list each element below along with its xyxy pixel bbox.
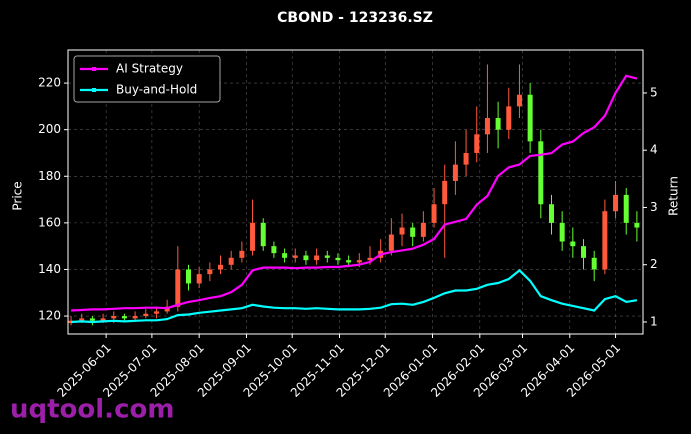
candle-body xyxy=(634,222,640,228)
candle-body xyxy=(100,318,106,321)
y2-axis-label: Return xyxy=(667,176,681,216)
watermark: uqtool.com xyxy=(10,395,174,425)
candle-body xyxy=(527,94,533,142)
candle-body xyxy=(239,250,245,258)
candle-body xyxy=(207,269,213,275)
y-axis-label: Price xyxy=(11,181,25,210)
candle-body xyxy=(68,320,74,324)
candle-body xyxy=(613,194,619,212)
candle-body xyxy=(452,164,458,181)
candle-body xyxy=(506,106,512,130)
candle-body xyxy=(111,316,117,319)
candle-body xyxy=(538,141,544,205)
candle-body xyxy=(367,257,373,261)
candle-body xyxy=(570,241,576,247)
plot-area xyxy=(68,50,643,334)
candle-body xyxy=(228,257,234,265)
y2-tick-label: 4 xyxy=(650,143,658,157)
candle-body xyxy=(153,311,159,314)
candle-body xyxy=(121,316,127,319)
candle-body xyxy=(185,269,191,284)
candle-body xyxy=(79,318,85,321)
candle-body xyxy=(516,94,522,107)
y-tick-label: 160 xyxy=(38,215,61,229)
legend-marker xyxy=(92,88,96,92)
legend-marker xyxy=(92,67,96,71)
chart-title: CBOND - 123236.SZ xyxy=(277,10,433,26)
y2-tick-label: 3 xyxy=(650,200,658,214)
y-tick-label: 120 xyxy=(38,309,61,323)
y2-tick-label: 2 xyxy=(650,257,658,271)
y2-tick-label: 5 xyxy=(650,85,658,99)
candle-body xyxy=(474,134,480,153)
y-tick-label: 140 xyxy=(38,262,61,276)
candle-body xyxy=(250,222,256,251)
candle-body xyxy=(282,253,288,258)
legend-label: AI Strategy xyxy=(116,62,183,76)
candle-body xyxy=(324,255,330,258)
plot-frame xyxy=(67,49,644,335)
candle-body xyxy=(303,255,309,261)
candle-body xyxy=(218,264,224,270)
legend-box xyxy=(73,55,221,103)
series-line xyxy=(71,74,638,312)
candle-body xyxy=(175,269,181,307)
candle-body xyxy=(388,234,394,251)
candle-body xyxy=(484,118,490,135)
candle-body xyxy=(623,194,629,223)
candle-body xyxy=(431,204,437,223)
candle-body xyxy=(346,260,352,263)
y-tick-label: 220 xyxy=(38,76,61,90)
candle-body xyxy=(260,222,266,247)
candle-body xyxy=(132,316,138,319)
candle-body xyxy=(442,180,448,205)
candle-body xyxy=(463,152,469,165)
candle-body xyxy=(581,246,587,258)
y-tick-label: 200 xyxy=(38,122,61,136)
candle-body xyxy=(271,246,277,254)
candle-body xyxy=(591,257,597,270)
candle-body xyxy=(356,260,362,263)
candle-body xyxy=(89,318,95,321)
candle-body xyxy=(420,222,426,237)
candle-body xyxy=(314,255,320,261)
candle-body xyxy=(399,227,405,235)
series-line xyxy=(71,268,638,324)
candle-body xyxy=(292,255,298,258)
y2-tick-label: 1 xyxy=(650,314,658,328)
y-tick-label: 180 xyxy=(38,169,61,183)
candle-body xyxy=(559,222,565,242)
candle-body xyxy=(335,257,341,261)
candle-body xyxy=(495,118,501,130)
candle-body xyxy=(548,204,554,223)
candle-body xyxy=(143,313,149,317)
legend-label: Buy-and-Hold xyxy=(116,83,197,97)
candle-body xyxy=(602,211,608,270)
candle-body xyxy=(410,227,416,237)
candle-body xyxy=(196,274,202,284)
